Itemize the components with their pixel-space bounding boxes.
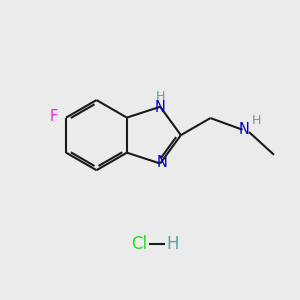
Text: Cl: Cl	[131, 235, 147, 253]
Text: N: N	[156, 155, 167, 170]
Text: N: N	[238, 122, 250, 137]
Text: H: H	[166, 235, 179, 253]
Text: H: H	[251, 114, 261, 127]
Text: F: F	[50, 109, 58, 124]
Text: H: H	[156, 90, 166, 103]
Text: N: N	[154, 100, 165, 116]
